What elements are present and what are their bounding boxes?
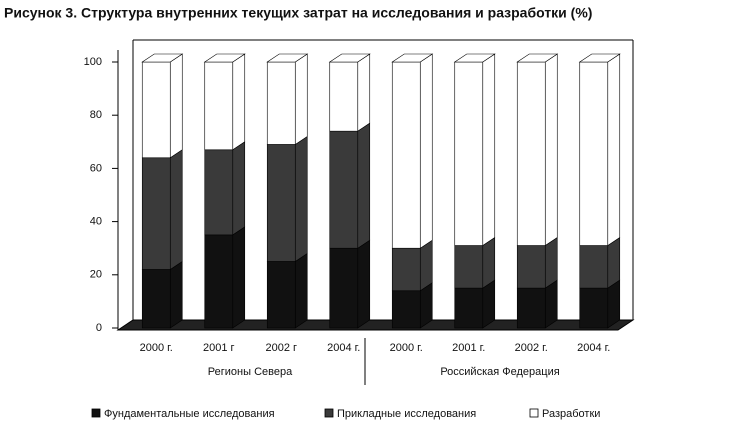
bar [204, 61, 234, 151]
bar-side [232, 53, 246, 151]
bar-side [232, 226, 246, 329]
x-tick-label: 2000 г. [390, 342, 423, 354]
bar-side [607, 236, 621, 289]
bar-side [169, 260, 183, 329]
bar-top [578, 53, 621, 63]
chart-title: Рисунок 3. Структура внутренних текущих … [4, 5, 592, 21]
bar [454, 287, 484, 329]
bar-top [141, 53, 184, 63]
bar-side [169, 149, 183, 271]
bar-top [328, 53, 371, 63]
bar [454, 245, 484, 289]
legend-label: Прикладные исследования [337, 408, 476, 420]
group-label: Регионы Севера [208, 366, 293, 378]
bar [516, 287, 546, 329]
y-tick-label: 20 [90, 269, 102, 281]
bar [141, 61, 171, 159]
bar-top [266, 53, 309, 63]
bar-side [294, 135, 308, 263]
plot-walls [116, 39, 635, 385]
legend-swatch [324, 408, 334, 418]
y-tick-label: 100 [84, 56, 102, 68]
bar-side [357, 122, 371, 249]
bar-top [391, 53, 434, 63]
bar [141, 269, 171, 329]
x-tick-label: 2002 г [265, 342, 297, 354]
bar-side [232, 141, 246, 236]
x-tick-label: 2001 г [203, 342, 235, 354]
legend-swatch [91, 408, 101, 418]
bar [266, 261, 296, 329]
group-label: Российская Федерация [440, 366, 559, 378]
bar-side [419, 53, 433, 249]
bar-side [544, 53, 558, 247]
bar-side [169, 53, 183, 159]
bar-side [294, 53, 308, 146]
bar-side [544, 279, 558, 329]
bar-side [419, 239, 433, 292]
bar [329, 130, 359, 249]
bar [204, 149, 234, 236]
y-tick-label: 80 [90, 109, 102, 121]
bar [579, 245, 609, 289]
x-tick-label: 2004 г. [577, 342, 610, 354]
y-tick-label: 0 [96, 322, 102, 334]
bar-side [482, 53, 496, 247]
bar [391, 290, 421, 329]
x-tick-label: 2004 г. [327, 342, 360, 354]
legend-swatch [529, 408, 539, 418]
bar [516, 61, 546, 246]
bar-side [294, 252, 308, 329]
bar-side [544, 236, 558, 289]
x-tick-label: 2001 г. [452, 342, 485, 354]
bar-side [482, 236, 496, 289]
bar-top [516, 53, 559, 63]
bar [329, 61, 359, 132]
bar [391, 61, 421, 249]
legend-label: Разработки [542, 408, 600, 420]
bar [391, 247, 421, 292]
x-tick-label: 2000 г. [140, 342, 173, 354]
bar [454, 61, 484, 246]
y-tick-label: 60 [90, 162, 102, 174]
bar-side [357, 239, 371, 329]
legend-label: Фундаментальные исследования [104, 408, 275, 420]
bar-side [357, 53, 371, 132]
bar-top [203, 53, 246, 63]
bar-side [482, 279, 496, 329]
bar [579, 61, 609, 246]
bar-top [453, 53, 496, 63]
bar [516, 245, 546, 289]
bar [266, 144, 296, 262]
bar-side [607, 279, 621, 329]
y-tick-label: 40 [90, 216, 102, 228]
bar [204, 234, 234, 329]
bar [141, 157, 171, 270]
bar [329, 247, 359, 329]
bar [266, 61, 296, 145]
bar [579, 287, 609, 329]
x-tick-label: 2002 г. [515, 342, 548, 354]
bar-side [607, 53, 621, 247]
